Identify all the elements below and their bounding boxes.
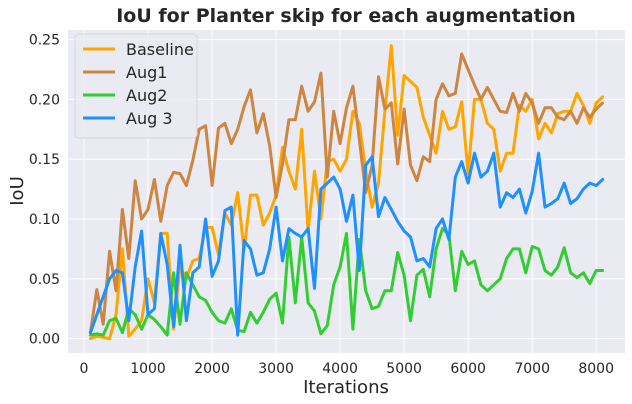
series-line-aug1 [88, 52, 605, 335]
y-tick-label: 0.25 [29, 33, 60, 49]
y-tick-labels: 0.00 0.05 0.10 0.15 0.20 0.25 [29, 33, 60, 348]
x-tick-labels: 0 1000 2000 3000 4000 5000 6000 7000 8000 [80, 361, 614, 377]
x-tick-label: 7000 [514, 361, 550, 377]
y-axis-label: IoU [7, 176, 28, 206]
y-tick-label: 0.10 [29, 212, 60, 228]
legend-label-baseline: Baseline [126, 40, 194, 59]
series-lines [88, 44, 605, 341]
x-tick-label: 4000 [322, 361, 358, 377]
legend-label-aug-3: Aug 3 [126, 109, 173, 128]
y-tick-label: 0.00 [29, 332, 60, 348]
x-tick-label: 0 [80, 361, 89, 377]
x-tick-label: 3000 [258, 361, 294, 377]
x-tick-label: 5000 [386, 361, 422, 377]
chart-title: IoU for Planter skip for each augmentati… [116, 5, 576, 27]
y-tick-label: 0.20 [29, 92, 60, 108]
legend-label-aug1: Aug1 [126, 63, 167, 82]
x-tick-label: 1000 [130, 361, 166, 377]
y-tick-label: 0.15 [29, 152, 60, 168]
legend-label-aug2: Aug2 [126, 86, 167, 105]
y-tick-label: 0.05 [29, 272, 60, 288]
x-axis-label: Iterations [303, 377, 389, 398]
series-line-aug-3 [88, 151, 605, 337]
legend: Baseline Aug1 Aug2 Aug 3 [74, 33, 198, 139]
x-tick-label: 6000 [450, 361, 486, 377]
legend-box [74, 33, 198, 139]
x-tick-label: 2000 [194, 361, 230, 377]
x-tick-label: 8000 [578, 361, 614, 377]
